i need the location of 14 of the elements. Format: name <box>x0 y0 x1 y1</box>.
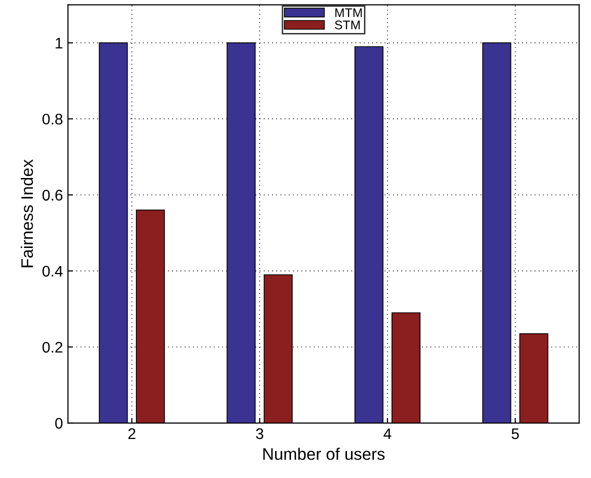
y-axis-title: Fairness Index <box>20 159 34 268</box>
y-tick-label: 0.6 <box>42 190 62 201</box>
y-tick-label: 1 <box>56 38 62 48</box>
x-axis-title: Number of users <box>263 448 385 460</box>
legend-label: STM <box>334 20 360 30</box>
y-tick-label: 0.4 <box>42 266 63 277</box>
y-tick-label: 0.2 <box>42 342 62 353</box>
x-tick-label: 5 <box>512 428 519 440</box>
y-tick-label: 0.8 <box>42 114 62 125</box>
legend-label: MTM <box>335 8 362 17</box>
x-tick-label: 4 <box>384 428 392 439</box>
x-tick-label: 2 <box>128 428 136 439</box>
x-tick-label: 3 <box>256 428 264 440</box>
y-tick-label: 0 <box>55 418 63 429</box>
